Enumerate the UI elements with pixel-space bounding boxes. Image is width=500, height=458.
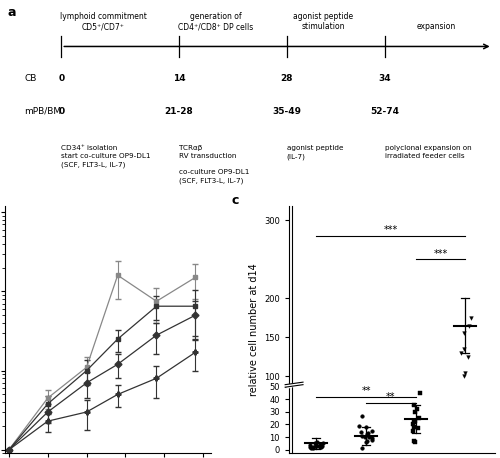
Point xyxy=(358,432,366,439)
Y-axis label: relative cell number at d14: relative cell number at d14 xyxy=(248,263,258,396)
Text: lymphoid commitment
CD5⁺/CD7⁺: lymphoid commitment CD5⁺/CD7⁺ xyxy=(60,12,146,31)
Point xyxy=(412,406,420,413)
Text: 0: 0 xyxy=(58,74,64,83)
Text: TCRαβ
RV transduction

co-culture OP9-DL1
(SCF, FLT3-L, IL-7): TCRαβ RV transduction co-culture OP9-DL1… xyxy=(179,146,250,184)
Point xyxy=(416,389,424,397)
Point xyxy=(319,440,327,447)
Point xyxy=(457,349,465,357)
Point xyxy=(318,442,326,449)
Point xyxy=(309,445,317,452)
Point xyxy=(368,435,376,442)
Text: ***: *** xyxy=(384,225,398,235)
Text: **: ** xyxy=(362,386,371,396)
Point xyxy=(412,438,420,446)
Point xyxy=(364,431,372,438)
Point xyxy=(356,422,364,429)
Point xyxy=(366,433,374,441)
Point xyxy=(410,437,418,444)
Point xyxy=(460,369,468,376)
Point xyxy=(412,408,420,415)
Text: c: c xyxy=(232,194,239,207)
Text: CB: CB xyxy=(24,74,37,83)
Point xyxy=(313,438,321,446)
Text: 35-49: 35-49 xyxy=(272,107,301,116)
Point xyxy=(368,436,376,443)
Point xyxy=(306,441,314,448)
Point xyxy=(362,433,370,441)
Text: agonist peptide
(IL-7): agonist peptide (IL-7) xyxy=(287,146,343,160)
Point xyxy=(306,443,314,451)
Text: ***: *** xyxy=(434,249,448,258)
Point xyxy=(316,443,324,451)
Point xyxy=(315,442,323,449)
Point xyxy=(364,430,372,437)
Point xyxy=(312,441,320,448)
Text: **: ** xyxy=(386,393,396,402)
Point xyxy=(411,417,419,424)
Point xyxy=(362,423,370,431)
Point xyxy=(410,423,418,431)
Point xyxy=(310,440,318,447)
Text: 14: 14 xyxy=(172,74,186,83)
Point xyxy=(368,427,376,434)
Text: expansion: expansion xyxy=(416,22,456,31)
Point xyxy=(306,445,314,452)
Text: generation of
CD4⁺/CD8⁺ DP cells: generation of CD4⁺/CD8⁺ DP cells xyxy=(178,12,254,31)
Text: 52-74: 52-74 xyxy=(370,107,399,116)
Point xyxy=(460,373,468,380)
Text: a: a xyxy=(8,6,16,20)
Point xyxy=(410,418,418,425)
Point xyxy=(409,421,417,428)
Point xyxy=(464,322,472,329)
Point xyxy=(310,443,318,451)
Text: agonist peptide
stimulation: agonist peptide stimulation xyxy=(294,12,354,31)
Point xyxy=(312,442,320,449)
Point xyxy=(357,428,365,436)
Text: polyclonal expansion on
irradiated feeder cells: polyclonal expansion on irradiated feede… xyxy=(385,146,472,159)
Point xyxy=(410,402,418,409)
Text: mPB/BM: mPB/BM xyxy=(24,107,62,116)
Point xyxy=(408,427,416,434)
Point xyxy=(467,314,475,322)
Point xyxy=(460,330,468,337)
Text: 34: 34 xyxy=(378,74,391,83)
Point xyxy=(316,443,324,451)
Text: 0: 0 xyxy=(58,107,64,116)
Point xyxy=(460,345,468,353)
Point xyxy=(416,414,424,422)
Point xyxy=(358,445,366,452)
Point xyxy=(362,437,370,444)
Text: 28: 28 xyxy=(280,74,293,83)
Point xyxy=(358,412,366,419)
Text: 21-28: 21-28 xyxy=(164,107,194,116)
Point xyxy=(414,425,422,432)
Text: CD34⁺ isolation
start co-culture OP9-DL1
(SCF, FLT3-L, IL-7): CD34⁺ isolation start co-culture OP9-DL1… xyxy=(62,146,151,168)
Point xyxy=(316,441,324,448)
Point xyxy=(464,353,472,360)
Point xyxy=(312,442,320,449)
Point xyxy=(362,438,370,446)
